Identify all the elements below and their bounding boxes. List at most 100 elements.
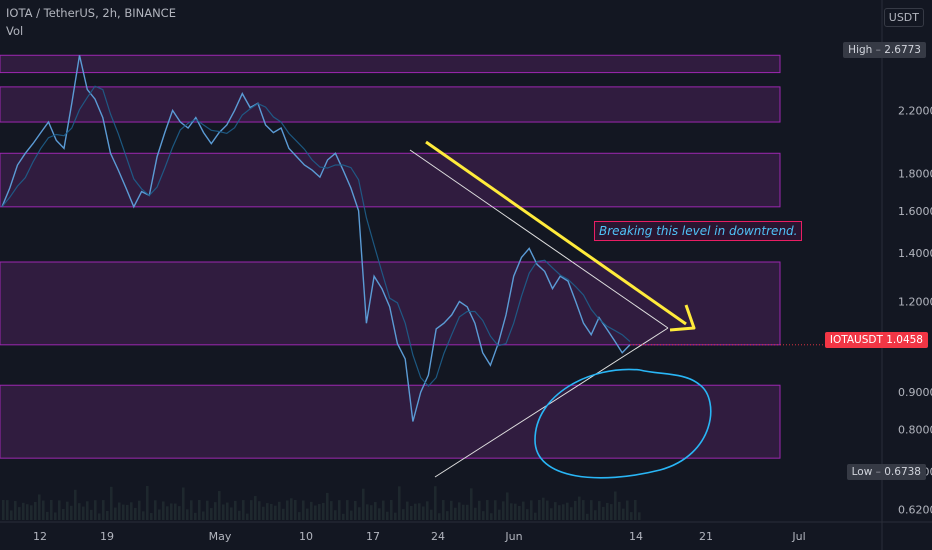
volume-bar xyxy=(638,512,641,520)
volume-bar xyxy=(494,500,497,520)
volume-bar xyxy=(342,513,345,520)
price-zone-1 xyxy=(0,54,781,74)
volume-bar xyxy=(438,513,441,520)
volume-bar xyxy=(346,500,349,520)
volume-bar xyxy=(178,506,181,520)
x-tick-label: 21 xyxy=(699,530,713,543)
volume-bar xyxy=(70,505,73,520)
volume-bar xyxy=(618,501,621,520)
y-tick-label: 1.4000 xyxy=(898,247,932,260)
currency-button[interactable]: USDT xyxy=(883,8,924,27)
last-label: IOTAUSDT xyxy=(829,334,883,346)
volume-bar xyxy=(498,509,501,520)
volume-bar xyxy=(594,510,597,520)
price-series xyxy=(1,55,631,422)
volume-bar xyxy=(26,504,29,520)
volume-bar xyxy=(574,500,577,520)
volume-bar xyxy=(218,491,221,520)
volume-bar xyxy=(538,500,541,520)
breaking-annotation[interactable]: Breaking this level in downtrend. xyxy=(594,221,803,241)
x-tick-label: Jul xyxy=(791,530,805,543)
volume-bar xyxy=(138,500,141,520)
volume-bar xyxy=(174,503,177,520)
volume-bar xyxy=(550,508,553,520)
volume-bar xyxy=(634,500,637,520)
price-zone-3 xyxy=(0,152,781,208)
volume-bar xyxy=(382,500,385,520)
volume-bar xyxy=(126,504,129,520)
volume-bar xyxy=(278,501,281,520)
volume-bar xyxy=(518,505,521,520)
volume-bar xyxy=(146,486,149,520)
volume-bar xyxy=(238,510,241,520)
price-zone-5 xyxy=(0,384,781,459)
volume-bar xyxy=(266,503,269,520)
volume-bar xyxy=(190,500,193,520)
volume-bar xyxy=(202,511,205,520)
volume-bar xyxy=(290,498,293,520)
last-value: 1.0458 xyxy=(886,334,923,346)
volume-bar xyxy=(234,500,237,520)
volume-bar xyxy=(622,508,625,520)
volume-bar xyxy=(186,509,189,520)
volume-bar xyxy=(22,502,25,520)
volume-bar xyxy=(414,503,417,520)
volume-bar xyxy=(562,504,565,520)
volume-bar xyxy=(578,496,581,520)
volume-bar xyxy=(326,492,329,520)
volume-bar xyxy=(270,503,273,520)
volume-bar xyxy=(158,509,161,520)
volume-bar xyxy=(482,511,485,520)
volume-bar xyxy=(42,500,45,520)
volume-bar xyxy=(6,500,9,520)
volume-bar xyxy=(286,500,289,520)
volume-bar xyxy=(430,509,433,520)
x-tick-label: 10 xyxy=(299,530,313,543)
volume-bar xyxy=(534,512,537,520)
volume-bar xyxy=(410,505,413,520)
volume-bar xyxy=(118,502,121,520)
volume-bar xyxy=(34,501,37,520)
volume-bar xyxy=(50,500,53,520)
volume-bar xyxy=(14,501,17,520)
volume-bar xyxy=(486,500,489,520)
x-tick-label: Jun xyxy=(504,530,522,543)
volume-bar xyxy=(442,500,445,520)
price-zone-4 xyxy=(0,261,781,346)
volume-bar xyxy=(54,512,57,520)
volume-bar xyxy=(38,494,41,520)
volume-bar xyxy=(370,505,373,520)
volume-bar xyxy=(522,501,525,520)
volume-bar xyxy=(154,500,157,520)
volume-bar xyxy=(390,500,393,520)
volume-bar xyxy=(394,512,397,520)
volume-bar xyxy=(386,511,389,520)
volume-bar xyxy=(586,513,589,520)
volume-bar xyxy=(458,502,461,520)
volume-bar xyxy=(558,505,561,520)
volume-bar xyxy=(142,511,145,520)
volume-bar xyxy=(554,502,557,520)
volume-bar xyxy=(358,507,361,520)
volume-bar xyxy=(322,502,325,520)
volume-bar xyxy=(366,504,369,520)
volume-bar xyxy=(110,486,113,520)
volume-bar xyxy=(214,502,217,520)
volume-bar xyxy=(630,512,633,520)
volume-bar xyxy=(242,500,245,520)
volume-bar xyxy=(582,500,585,520)
volume-bar xyxy=(282,508,285,520)
y-tick-label: 1.2000 xyxy=(898,295,932,308)
volume-bar xyxy=(470,488,473,520)
volume-bar xyxy=(170,503,173,520)
triangle-lower-line xyxy=(434,327,669,478)
volume-bar xyxy=(462,504,465,520)
volume-bar xyxy=(330,501,333,520)
volume-bar xyxy=(614,491,617,520)
volume-bar xyxy=(542,497,545,520)
price-line xyxy=(1,55,631,422)
volume-bar xyxy=(182,487,185,520)
volume-bar xyxy=(406,501,409,520)
